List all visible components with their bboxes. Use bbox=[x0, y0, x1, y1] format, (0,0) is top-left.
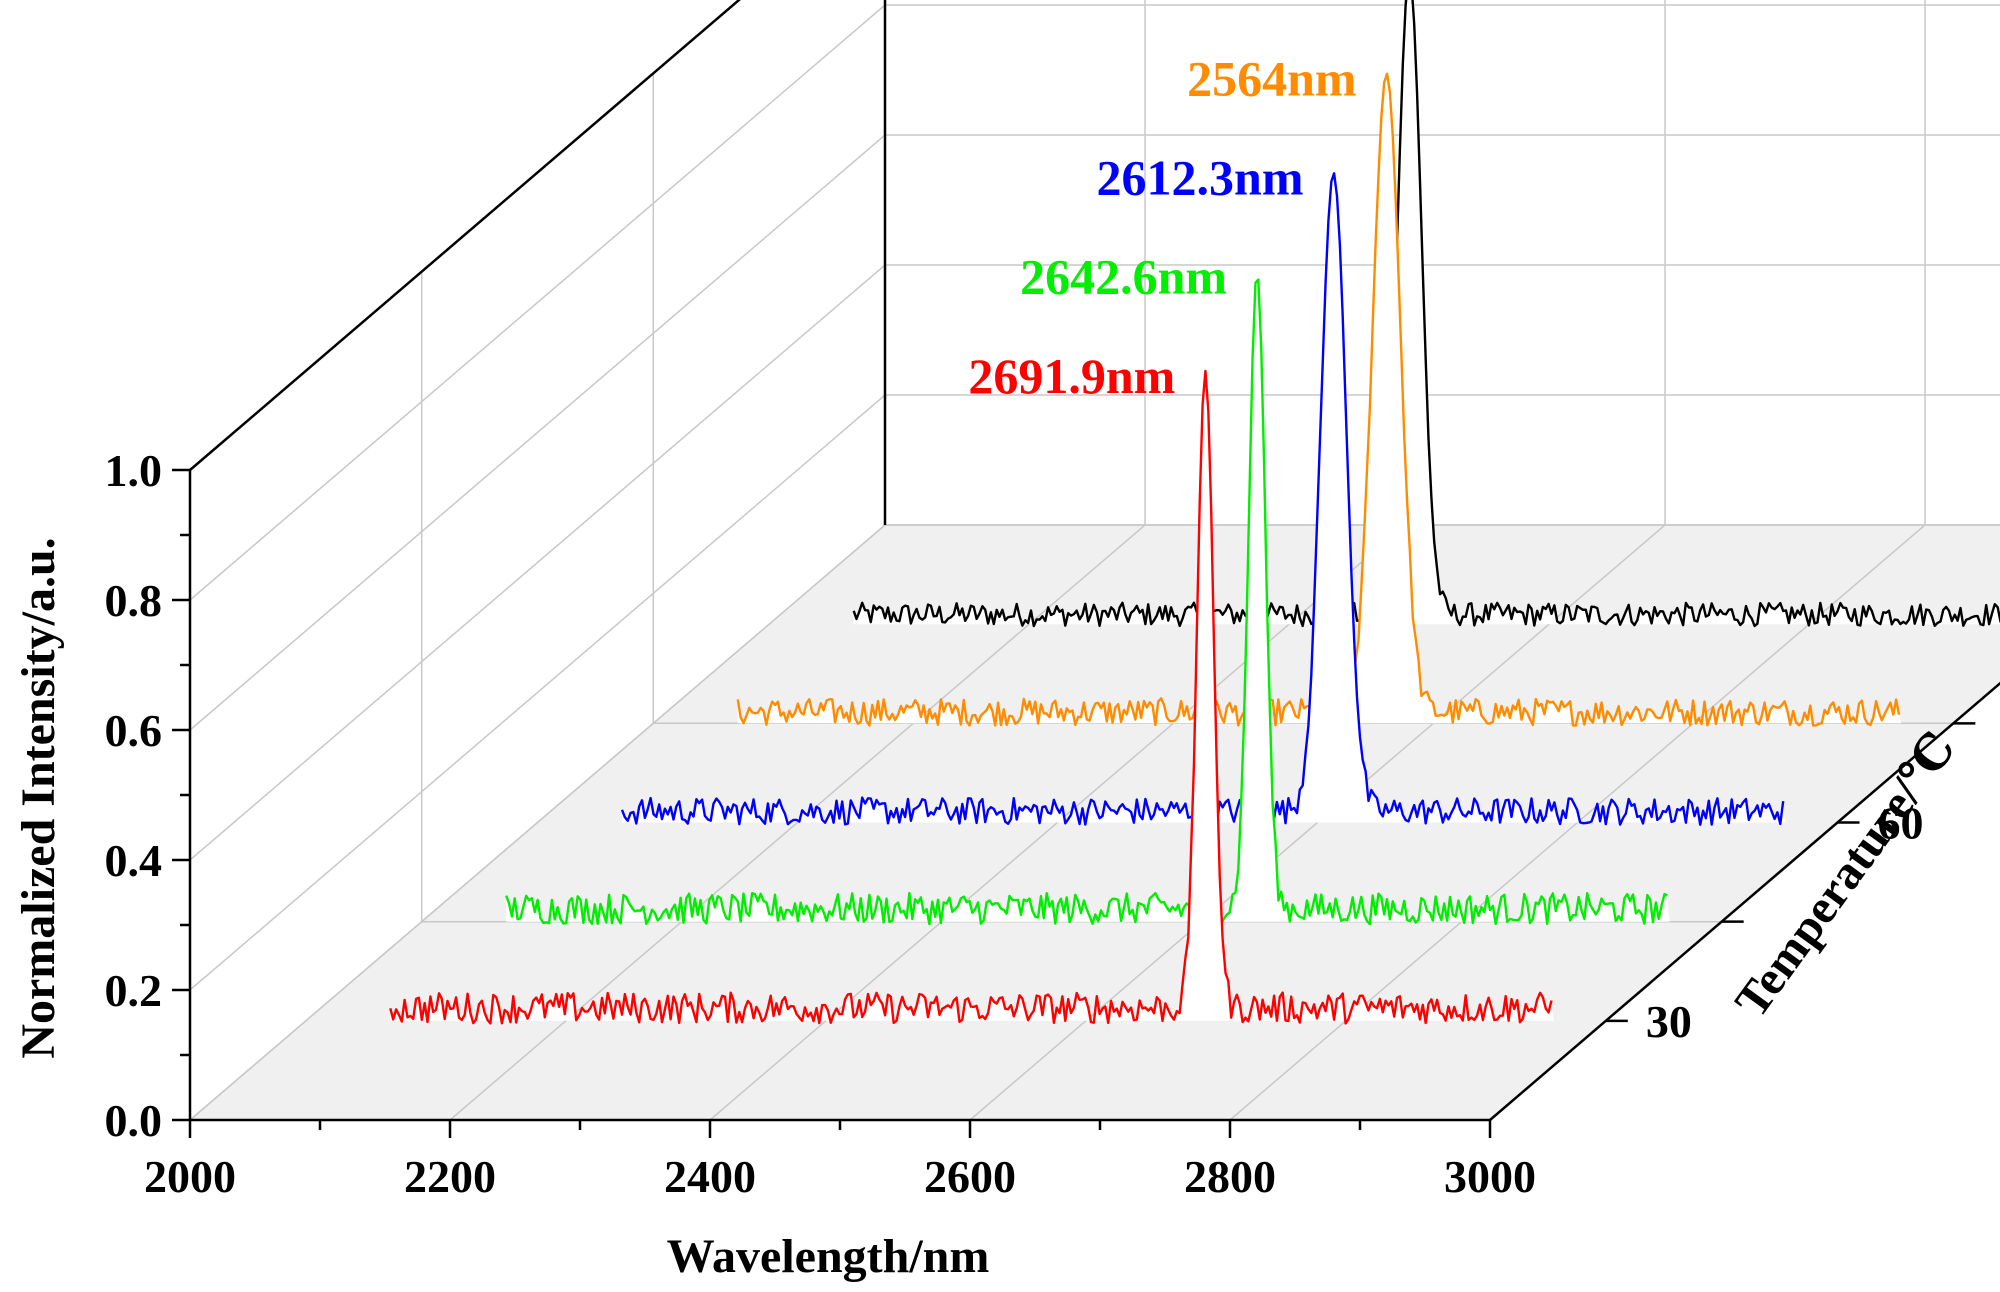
chart-background bbox=[189, 0, 2000, 1121]
peak-label: 2691.9nm bbox=[968, 348, 1175, 404]
y-tick-label: 0.0 bbox=[105, 1095, 163, 1146]
peak-label: 2492.5nm bbox=[1172, 0, 1379, 7]
y-tick-label: 0.6 bbox=[105, 705, 163, 756]
peak-label: 2612.3nm bbox=[1097, 150, 1304, 206]
x-tick-label: 3000 bbox=[1444, 1151, 1536, 1202]
series-line bbox=[852, 0, 2000, 628]
series-group bbox=[389, 0, 2000, 1025]
y-tick-label: 0.8 bbox=[105, 575, 163, 626]
y-tick-label: 0.4 bbox=[105, 835, 163, 886]
x-tick-label: 2600 bbox=[924, 1151, 1016, 1202]
peak-label: 2564nm bbox=[1187, 50, 1356, 106]
x-tick-label: 2400 bbox=[664, 1151, 756, 1202]
x-axis-title: Wavelength/nm bbox=[667, 1230, 990, 1283]
y-tick-label: 0.2 bbox=[105, 965, 163, 1016]
z-tick-label: 60 bbox=[1878, 798, 1924, 849]
peak-label: 2642.6nm bbox=[1020, 249, 1227, 305]
frame-top-left-edge bbox=[189, 0, 741, 471]
x-tick-label: 2200 bbox=[404, 1151, 496, 1202]
z-tick-label: 30 bbox=[1646, 996, 1692, 1047]
y-tick-label: 1.0 bbox=[105, 445, 163, 496]
series-line bbox=[389, 369, 1553, 1025]
back-wall bbox=[885, 0, 2000, 525]
axes-group: 2000 2200 2400 2600 2800 3000 0.0 0.2 0.4 0.6 0.8 1… bbox=[105, 0, 2000, 1202]
series-mask bbox=[853, 0, 2000, 626]
labels-group: 2492.5nm 2564nm 2612.3nm 2642.6nm 2691.9nm bbox=[968, 0, 1379, 404]
y-axis-title: Normalized Intensity/a.u. bbox=[12, 537, 65, 1058]
x-tick-label: 2000 bbox=[144, 1151, 236, 1202]
series-line bbox=[505, 278, 1668, 926]
x-tick-label: 2800 bbox=[1184, 1151, 1276, 1202]
